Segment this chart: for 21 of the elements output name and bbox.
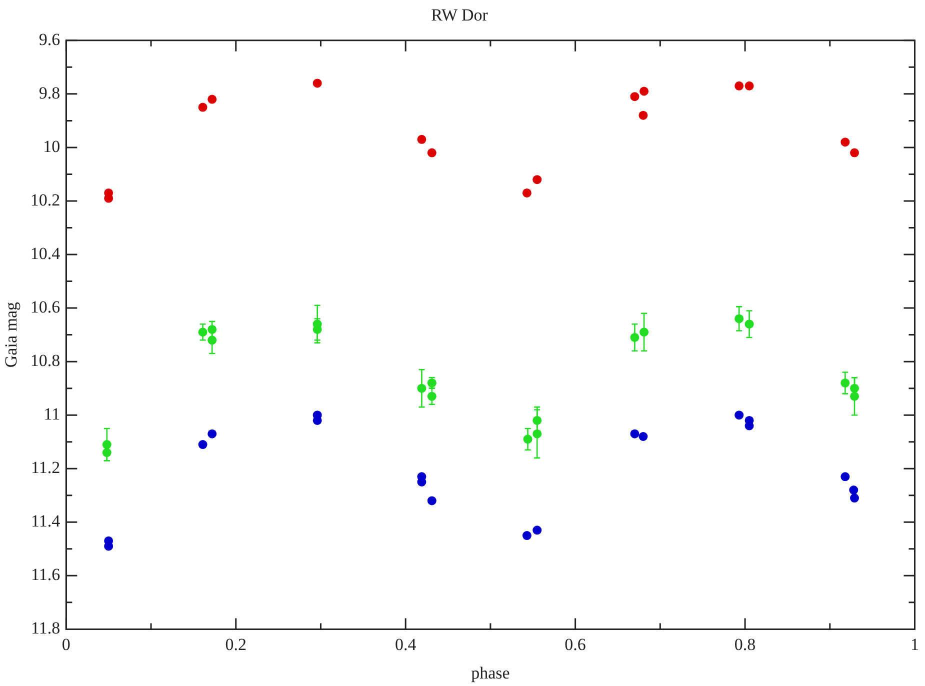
- y-tick-label: 11.4: [31, 512, 61, 531]
- x-tick-label: 0: [62, 634, 70, 654]
- y-tick-label: 11: [44, 404, 60, 424]
- y-axis-title: Gaia mag: [2, 301, 21, 368]
- y-tick-label: 10: [43, 136, 60, 156]
- x-tick-label: 0.8: [734, 634, 756, 654]
- y-tick-label: 11.2: [31, 458, 60, 478]
- y-tick-label: 10.8: [30, 351, 60, 370]
- x-tick-label: 1: [910, 634, 919, 654]
- x-axis-title: phase: [471, 663, 510, 682]
- y-tick-label: 9.6: [38, 30, 60, 49]
- y-tick-label: 11.6: [31, 565, 60, 584]
- y-tick-label: 9.8: [38, 83, 60, 102]
- chart-title: RW Dor: [431, 6, 488, 25]
- x-tick-label: 0.6: [564, 634, 586, 654]
- x-tick-label: 0.2: [225, 634, 246, 654]
- y-tick-label: 11.8: [31, 618, 60, 638]
- y-tick-label: 10.4: [30, 244, 61, 263]
- y-tick-label: 10.6: [30, 298, 60, 317]
- x-tick-label: 0.4: [394, 634, 417, 654]
- y-tick-label: 10.2: [30, 190, 60, 210]
